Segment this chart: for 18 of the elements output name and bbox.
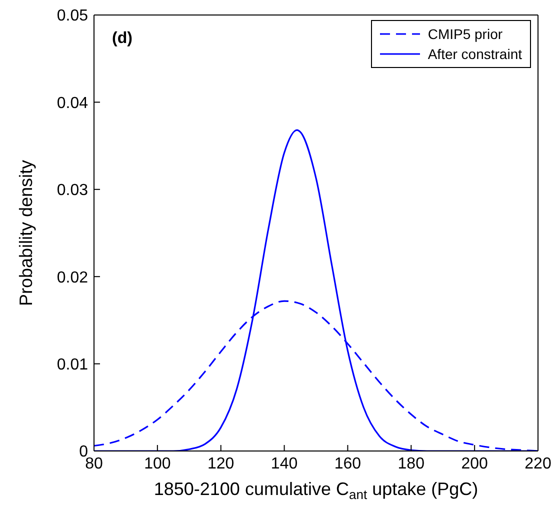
y-tick-label: 0.02 [56,269,88,286]
x-tick-label: 220 [524,455,552,472]
x-tick-label: 180 [398,455,425,472]
x-tick-label: 140 [270,455,298,472]
x-tick-label: 100 [144,455,171,472]
x-tick-label: 160 [334,455,362,472]
x-tick-label: 120 [208,455,234,472]
x-tick-label: 200 [461,455,488,472]
annotation: (d) [112,30,132,48]
y-tick-label: 0.03 [56,182,88,200]
legend-label: CMIP5 prior [428,25,503,44]
legend-label: After constraint [428,45,522,64]
y-tick-label: 0.04 [56,94,88,112]
y-tick-label: 0.01 [56,356,88,374]
y-tick-label: 0.05 [56,8,88,25]
y-axis-title: Probability density [16,160,36,306]
x-tick-label: 80 [85,455,103,472]
x-axis-title: 1850-2100 cumulative C$_{ant}$ uptake (PgC) [154,479,478,502]
